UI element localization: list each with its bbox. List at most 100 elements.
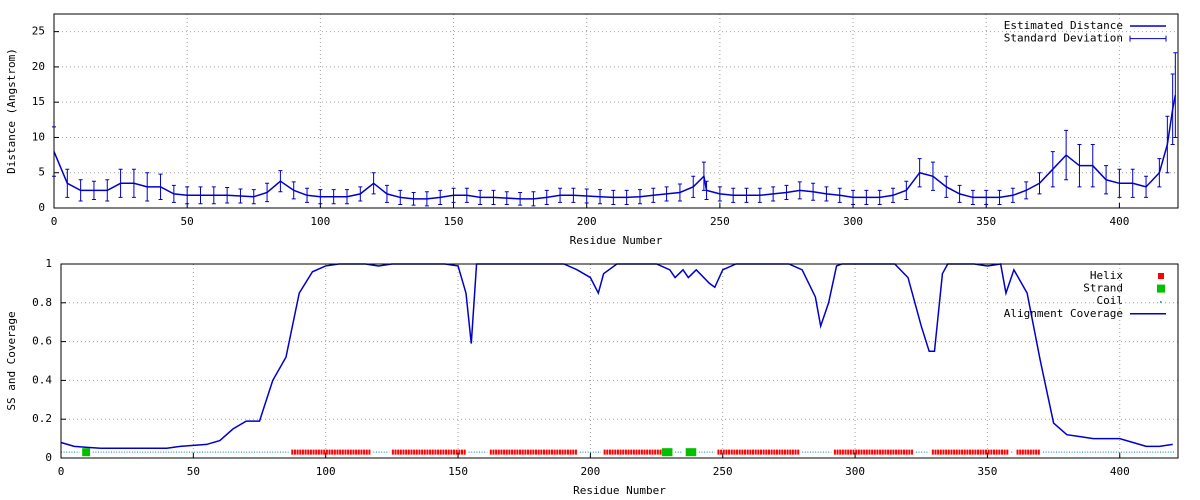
error-bar — [904, 180, 909, 201]
error-bar — [344, 189, 349, 205]
error-bar — [1010, 187, 1015, 203]
legend-swatch — [1160, 301, 1162, 303]
error-bar — [198, 186, 203, 205]
error-bar — [584, 188, 589, 204]
error-bar — [491, 189, 496, 205]
error-bar — [811, 182, 816, 201]
error-bar — [1144, 175, 1149, 198]
error-bar — [504, 191, 509, 205]
error-bar — [158, 173, 163, 201]
error-bar — [1117, 168, 1122, 198]
y-tick-label: 20 — [32, 60, 45, 73]
error-bar — [91, 180, 96, 201]
error-bar — [185, 186, 190, 205]
error-bar — [478, 189, 483, 205]
error-bar — [784, 184, 789, 201]
error-bar — [944, 175, 949, 198]
error-bar — [265, 182, 270, 203]
error-bar — [105, 179, 110, 202]
error-bar — [424, 191, 429, 207]
error-bar — [717, 186, 722, 202]
y-tick-label: 0.6 — [32, 335, 52, 348]
error-bar — [118, 168, 123, 198]
error-bar — [611, 189, 616, 205]
error-bar — [278, 170, 283, 193]
error-bar — [331, 189, 336, 205]
legend-label: Strand — [1083, 282, 1123, 295]
error-bar — [824, 186, 829, 202]
y-tick-label: 0.8 — [32, 296, 52, 309]
error-bar — [677, 183, 682, 202]
error-bar — [398, 189, 403, 205]
error-bar — [1165, 115, 1170, 174]
error-bar — [305, 187, 310, 203]
x-tick-label: 350 — [976, 215, 996, 228]
error-bar — [145, 172, 150, 202]
strand-segment — [685, 448, 697, 457]
error-bar — [211, 186, 216, 205]
error-bar — [1104, 165, 1109, 195]
plot-frame — [53, 13, 1179, 209]
legend-swatch — [1129, 35, 1167, 42]
y-tick-label: 0.4 — [32, 373, 52, 386]
data-line — [60, 263, 1173, 450]
x-tick-label: 300 — [845, 465, 865, 478]
legend-label: Coil — [1097, 294, 1124, 307]
error-bar — [877, 189, 882, 205]
error-bar — [384, 184, 389, 203]
error-bar — [1157, 158, 1162, 188]
error-bar — [1050, 151, 1055, 188]
error-bar — [1130, 168, 1135, 198]
error-bar — [797, 181, 802, 200]
error-bar — [651, 187, 656, 203]
error-bar — [598, 189, 603, 205]
error-bar — [851, 189, 856, 205]
error-bar — [1090, 144, 1095, 188]
error-bar — [891, 187, 896, 203]
x-tick-label: 150 — [448, 465, 468, 478]
y-tick-label: 10 — [32, 130, 45, 143]
error-bar — [837, 187, 842, 203]
error-bar — [411, 191, 416, 206]
error-bar — [65, 168, 70, 198]
x-tick-label: 50 — [187, 465, 200, 478]
strand-segment — [661, 448, 673, 457]
y-tick-label: 1 — [45, 257, 52, 270]
error-bar — [371, 172, 376, 195]
error-bar — [1064, 129, 1069, 181]
strand-segment — [82, 448, 91, 457]
error-bar — [637, 189, 642, 205]
error-bar — [757, 187, 762, 203]
y-axis-label: Distance (Angstrom) — [5, 48, 18, 174]
legend-swatch — [1158, 273, 1164, 279]
error-bar — [1077, 144, 1082, 188]
x-axis-label: Residue Number — [570, 234, 663, 247]
error-bar — [1173, 52, 1178, 138]
error-bar — [225, 187, 230, 204]
x-tick-label: 100 — [316, 465, 336, 478]
error-bar — [518, 191, 523, 206]
error-bar — [78, 179, 83, 202]
x-tick-label: 250 — [710, 215, 730, 228]
x-tick-label: 50 — [181, 215, 194, 228]
legend-swatch — [1157, 284, 1165, 293]
error-bar — [251, 189, 256, 205]
error-bar — [701, 161, 706, 191]
error-bar — [438, 189, 443, 205]
error-bar — [571, 187, 576, 203]
error-bar — [1024, 181, 1029, 200]
x-tick-label: 250 — [713, 465, 733, 478]
legend-label: Standard Deviation — [1004, 32, 1123, 45]
error-bar — [558, 187, 563, 203]
error-bar — [704, 180, 709, 201]
error-bar — [930, 161, 935, 191]
legend-label: Alignment Coverage — [1004, 307, 1123, 320]
error-bar — [1037, 172, 1042, 195]
x-tick-label: 200 — [580, 465, 600, 478]
x-tick-label: 0 — [58, 465, 65, 478]
data-line — [53, 94, 1177, 200]
error-bar — [691, 175, 696, 198]
error-bar — [731, 187, 736, 203]
y-tick-label: 15 — [32, 95, 45, 108]
